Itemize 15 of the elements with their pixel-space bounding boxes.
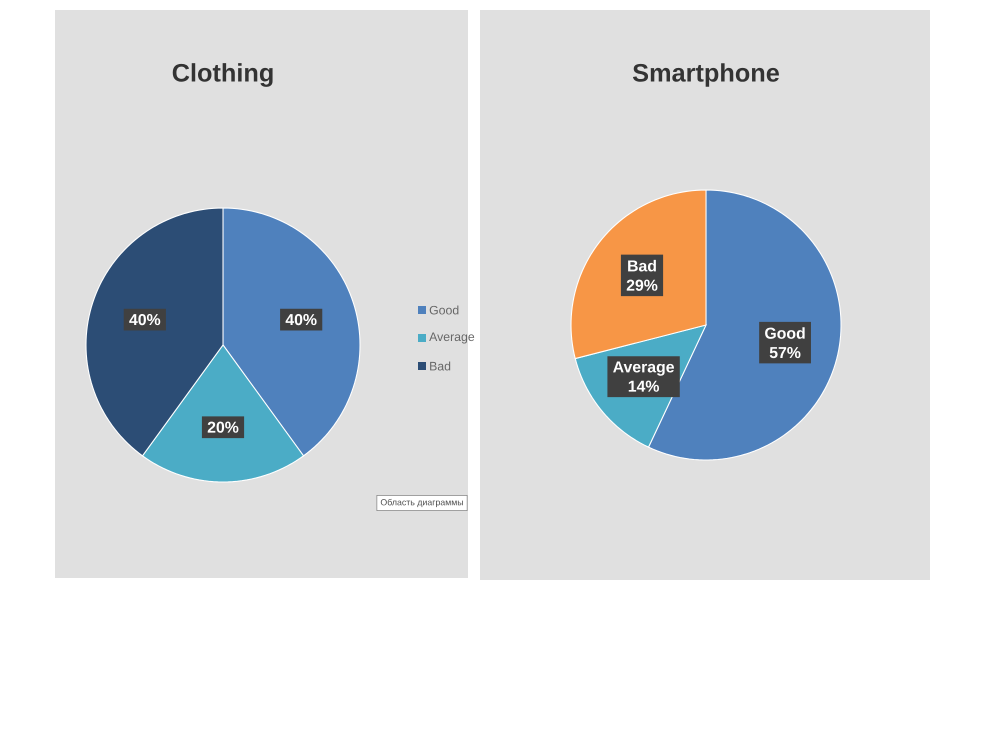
- text: Область диаграммы: [380, 498, 463, 508]
- data-label: 20%: [208, 422, 238, 433]
- legend-label: Average: [429, 332, 474, 344]
- data-label: 29%: [626, 280, 658, 291]
- slice-label: Bad: [628, 260, 656, 272]
- data-label: 57%: [770, 346, 800, 358]
- data-label: 40%: [286, 314, 317, 326]
- chart-title: Smartphone: [632, 63, 779, 87]
- legend-label: Good: [430, 305, 458, 315]
- data-label: 14%: [628, 380, 660, 392]
- slice-label: Average: [613, 361, 674, 376]
- legend-label: Bad: [430, 361, 450, 371]
- chart-title: Clothing: [172, 63, 273, 87]
- data-label: 40%: [129, 314, 160, 326]
- slice-label: Good: [765, 327, 805, 339]
